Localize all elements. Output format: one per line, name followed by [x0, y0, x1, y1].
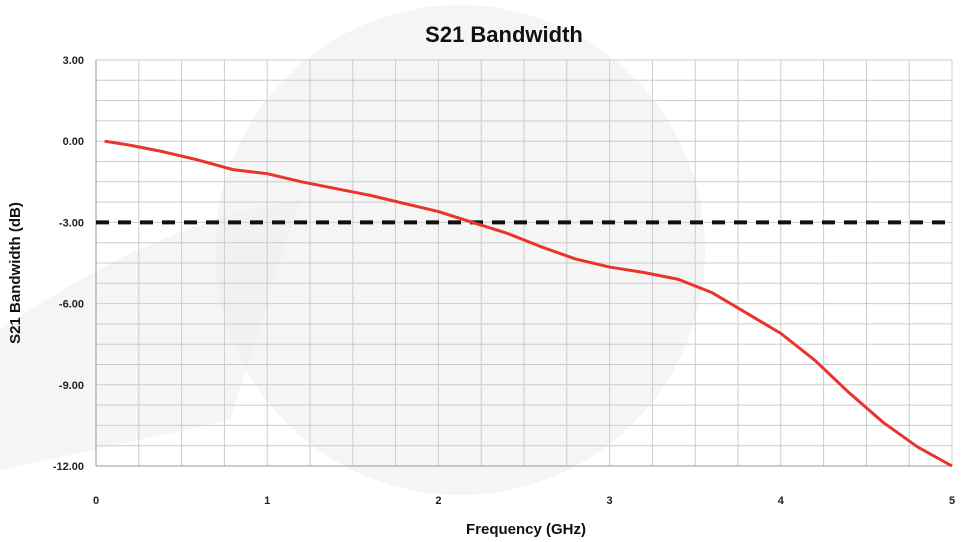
- x-tick-label: 4: [778, 495, 785, 507]
- watermark: [0, 5, 705, 495]
- series-layer: [96, 139, 953, 468]
- y-tick-label: -9.00: [59, 380, 84, 392]
- axes: [95, 60, 952, 467]
- grid: [95, 59, 953, 467]
- y-tick-label: -12.00: [53, 461, 84, 473]
- x-tick-label: 5: [949, 495, 955, 507]
- x-tick-label: 1: [264, 495, 270, 507]
- chart-title: S21 Bandwidth: [425, 22, 583, 47]
- y-tick-label: 3.00: [63, 55, 84, 67]
- series-line: [104, 139, 953, 468]
- x-axis-label: Frequency (GHz): [466, 521, 586, 538]
- y-axis-label: S21 Bandwidth (dB): [7, 202, 24, 344]
- x-tick-label: 0: [93, 495, 99, 507]
- y-tick-label: -3.00: [59, 217, 84, 229]
- y-tick-label: 0.00: [63, 136, 84, 148]
- tick-labels: 0 1 2 3 4 5 3.00 0.00 -3.00 -6.00 -9.00 -12.00: [53, 55, 955, 507]
- x-tick-label: 2: [435, 495, 441, 507]
- y-tick-label: -6.00: [59, 299, 84, 311]
- x-tick-label: 3: [607, 495, 613, 507]
